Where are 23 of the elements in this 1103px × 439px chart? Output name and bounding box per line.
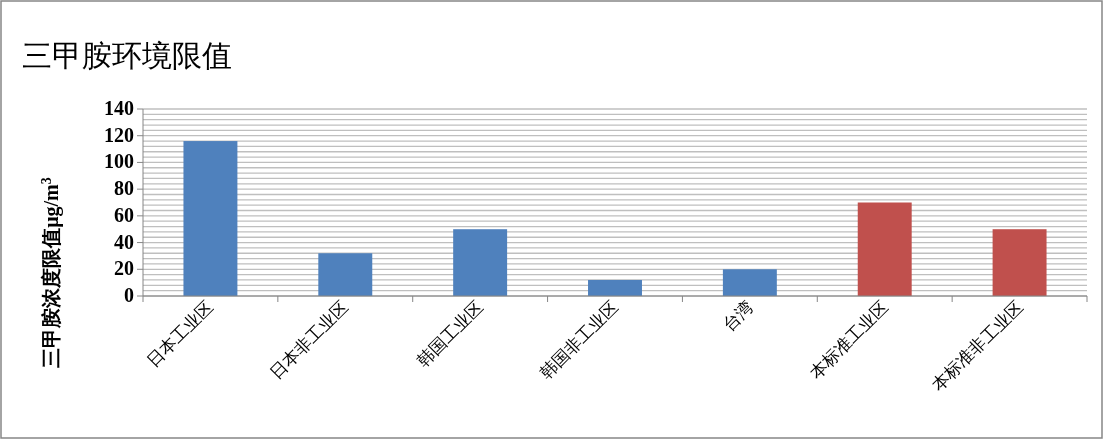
chart-title: 三甲胺环境限值 [22,39,232,72]
y-tick-label: 0 [124,284,134,306]
bar [453,229,508,296]
bar [857,202,912,296]
x-tick-label: 韩国工业区 [413,297,487,371]
y-tick-label: 100 [104,150,134,173]
y-tick-label: 20 [114,257,134,280]
x-tick-label: 台湾 [719,297,757,335]
bar [992,229,1047,296]
bar [722,269,777,296]
y-tick-label: 40 [114,230,134,253]
x-tick-label: 本标准工业区 [805,297,892,383]
y-tick-label: 120 [104,123,134,146]
x-tick-label: 本标准非工业区 [928,297,1027,395]
y-tick-label: 60 [114,203,134,226]
y-tick-label: 80 [114,177,134,200]
x-tick-label: 日本非工业区 [266,297,353,383]
x-tick-label: 韩国非工业区 [536,297,622,383]
bar [318,253,373,296]
y-tick-label: 140 [104,97,134,119]
x-tick-label: 日本工业区 [143,297,218,371]
bar [183,141,238,296]
bar [588,279,642,296]
